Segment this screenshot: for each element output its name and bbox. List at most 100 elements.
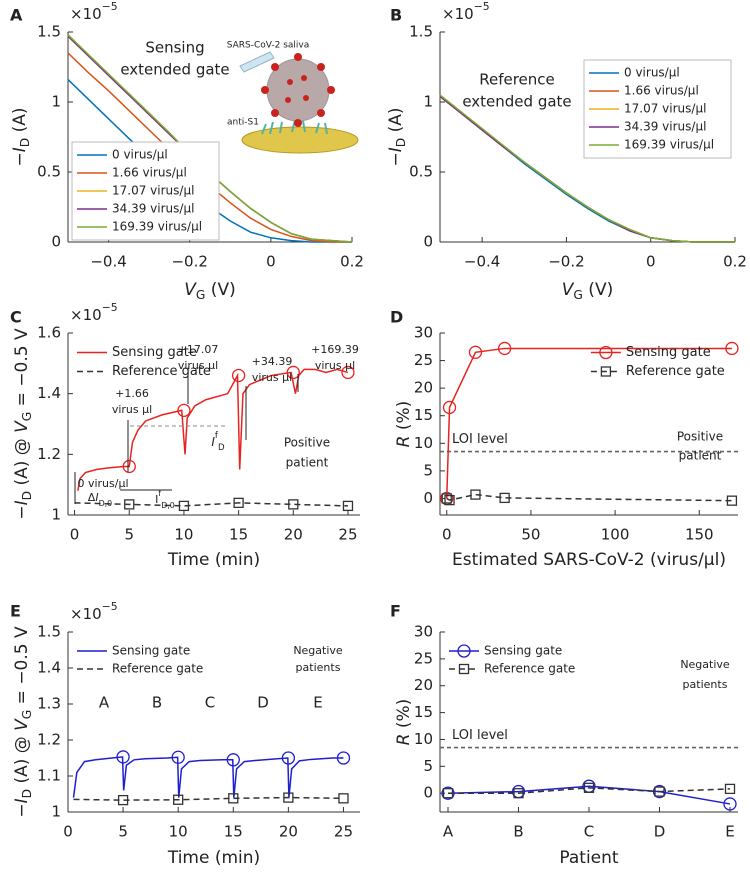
y-tick-label: 20 (414, 379, 433, 397)
annotation: Negative (680, 658, 730, 671)
text-part: G (20, 412, 34, 421)
text-part: −5 (102, 600, 118, 613)
y-tick-label: 1.3 (37, 695, 61, 713)
data-marker (288, 499, 299, 510)
text-part: I (155, 493, 158, 506)
text-part: I (12, 798, 32, 803)
panel: B ×10−5 0 0.5 1 1.5 −0.4 −0.2 0 0.2 VG (V) −ID (A) 0… (386, 0, 747, 302)
y-tick-label: 1.4 (37, 384, 61, 402)
x-tick-label: 100 (601, 526, 630, 544)
series-line (447, 785, 731, 805)
text-part: I (386, 147, 406, 152)
text-part: −5 (102, 0, 118, 13)
series-line (448, 787, 731, 794)
axis-exponent: ×10−5 (70, 0, 118, 23)
text-part: = −0.5 V (12, 328, 32, 412)
y-tick-label: 5 (423, 757, 433, 775)
x-tick-label: −0.2 (548, 253, 584, 271)
series-line (74, 502, 348, 507)
x-tick-label: 25 (334, 823, 353, 841)
text-part: R (394, 734, 414, 746)
text-part: R (394, 436, 414, 448)
legend-label: Reference gate (112, 364, 211, 379)
spike-proteins (261, 53, 335, 127)
data-marker (228, 793, 239, 804)
data-marker (442, 400, 457, 415)
inset-illustration (239, 51, 359, 154)
text-part: − (12, 505, 32, 519)
data-marker (442, 788, 454, 799)
reference-line-label: LOI level (452, 728, 508, 743)
text-part: G (20, 710, 34, 719)
data-marker (725, 341, 739, 356)
annotation: virus μl (315, 359, 355, 372)
x-tick-label: 0.2 (723, 253, 747, 271)
data-marker (726, 495, 738, 506)
annotation: extended gate (120, 61, 229, 79)
text-part: V (12, 420, 32, 433)
antibodies (261, 119, 328, 135)
panel-label: D (390, 308, 403, 327)
text-part: D (18, 138, 32, 147)
text-part: D,0 (99, 499, 113, 508)
data-marker (336, 751, 351, 765)
annotation: Positive (284, 436, 330, 450)
data-marker (233, 497, 244, 509)
legend-marker (458, 663, 470, 675)
x-tick-label: 50 (521, 526, 540, 544)
panel-label: B (390, 6, 402, 25)
data-marker (177, 403, 191, 418)
annotation: SARS-CoV-2 saliva (227, 41, 310, 51)
text-part: I (10, 147, 30, 152)
x-tick-label: −0.4 (90, 253, 126, 271)
y-tick-label: 0 (423, 784, 433, 802)
text-part: I (95, 491, 98, 504)
y-tick-label: 1 (51, 93, 61, 111)
legend-label: Reference gate (112, 662, 203, 676)
text-part: V (562, 280, 575, 300)
series-line (72, 756, 344, 798)
x-tick-label: 5 (124, 526, 134, 544)
panel: F 0 5 10 15 20 25 30 A B C D E Patient R (%) LOI level S… (390, 602, 738, 868)
x-axis-label: Patient (559, 848, 619, 868)
annotation: B (152, 694, 162, 712)
annotation: Sensing (145, 39, 204, 57)
text-part: D (394, 138, 408, 147)
text-part: = −0.5 V (12, 626, 32, 710)
text-part: (V) (205, 280, 235, 300)
annotation: virus μl (252, 371, 292, 384)
annotation: Reference (479, 71, 555, 89)
series-line (439, 94, 735, 243)
panel: D 0 5 10 15 20 25 30 0 50 100 150 Estimated SARS-CoV… (390, 308, 739, 570)
annotation: +34.39 (252, 355, 293, 368)
y-axis-label: R (%) (394, 401, 414, 448)
legend-label: 169.39 virus/μl (624, 138, 714, 152)
data-marker (468, 345, 483, 359)
y-tick-label: 1.2 (37, 731, 61, 749)
panel-label: C (10, 308, 22, 327)
annotation: A (99, 694, 110, 712)
legend-marker (600, 366, 612, 377)
text-part: D (218, 443, 225, 453)
data-marker (444, 494, 455, 506)
series-line (77, 368, 349, 491)
y-axis-label: −ID (A) (386, 108, 408, 167)
legend-label: 169.39 virus/μl (112, 220, 202, 234)
data-marker (583, 782, 595, 793)
text-part: −5 (474, 0, 490, 13)
legend-label: Sensing gate (112, 345, 197, 360)
y-tick-label: 1 (51, 803, 61, 821)
panel-label: E (10, 602, 21, 621)
x-tick-label: 150 (685, 526, 714, 544)
data-marker (470, 489, 481, 500)
legend-label: Reference gate (626, 364, 725, 379)
data-marker (513, 788, 524, 799)
x-tick-label: 0 (442, 526, 452, 544)
y-tick-label: 15 (414, 703, 433, 721)
text-part: (A) @ (12, 433, 32, 491)
x-tick-label: 10 (169, 823, 188, 841)
y-tick-label: 0 (423, 233, 433, 251)
data-marker (281, 751, 296, 765)
annotation: 0 virus/μl (77, 477, 128, 490)
